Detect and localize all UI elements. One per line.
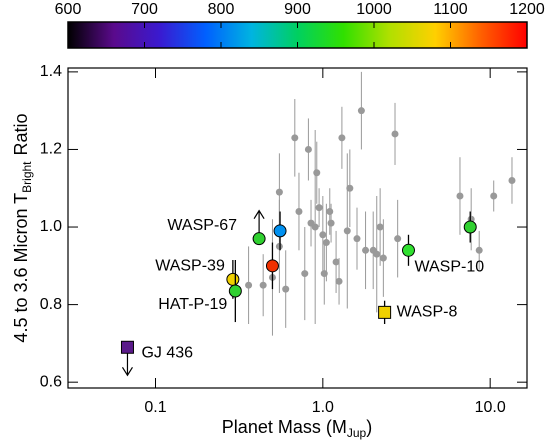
y-label-main: 4.5 to 3.6 Micron T xyxy=(11,193,31,343)
x-label-sub: Jup xyxy=(347,426,367,440)
colorbar-tick-label: 900 xyxy=(284,1,311,18)
planet-point xyxy=(120,340,134,354)
point xyxy=(322,239,330,247)
point xyxy=(353,235,361,243)
planet-point xyxy=(273,224,287,238)
planet-point xyxy=(463,220,477,234)
y-tick-label: 1.2 xyxy=(40,141,62,158)
colorbar-tick-label: 1100 xyxy=(433,1,468,18)
planet-label: WASP-39 xyxy=(155,258,225,275)
planet-point xyxy=(226,272,240,286)
point xyxy=(475,246,483,254)
point xyxy=(301,270,309,278)
x-tick-label: 1.0 xyxy=(312,399,334,416)
point xyxy=(291,134,299,142)
point xyxy=(295,208,303,216)
limit-arrow-head xyxy=(253,209,265,219)
point xyxy=(357,107,365,115)
planet-label: HAT-P-19 xyxy=(158,296,227,313)
point xyxy=(391,130,399,138)
point xyxy=(394,235,402,243)
y-label-sub: Bright xyxy=(20,161,34,193)
point xyxy=(343,227,351,235)
point xyxy=(275,188,283,196)
point xyxy=(326,208,334,216)
point xyxy=(315,204,323,212)
planet-label: WASP-8 xyxy=(397,304,458,321)
point xyxy=(327,219,335,227)
point xyxy=(311,223,319,231)
plot-frame xyxy=(67,67,528,389)
x-tick-label: 0.1 xyxy=(144,399,166,416)
point xyxy=(332,258,340,266)
point xyxy=(275,242,283,250)
point xyxy=(304,145,312,153)
y-label-end: Ratio xyxy=(11,113,31,155)
planet-label: WASP-10 xyxy=(414,259,484,276)
point xyxy=(346,184,354,192)
point xyxy=(335,277,343,285)
point xyxy=(456,192,464,200)
point xyxy=(319,231,327,239)
y-axis-label: 4.5 to 3.6 Micron TBright Ratio xyxy=(11,113,34,342)
x-label-end: ) xyxy=(366,417,372,437)
point xyxy=(313,169,321,177)
colorbar-tick-label: 1000 xyxy=(356,1,392,18)
y-tick-label: 1.4 xyxy=(40,63,62,80)
planet-point xyxy=(401,243,415,257)
colorbar-tick-label: 600 xyxy=(55,1,82,18)
x-label-main: Planet Mass (M xyxy=(222,417,347,437)
x-tick-label: 10.0 xyxy=(475,399,506,416)
y-tick-label: 0.6 xyxy=(40,373,62,390)
limit-arrow-head xyxy=(121,366,133,377)
point xyxy=(376,223,384,231)
point xyxy=(379,254,387,262)
planet-point xyxy=(252,232,266,246)
x-axis-label: Planet Mass (MJup) xyxy=(222,417,372,440)
planet-point xyxy=(228,284,242,298)
planet-point xyxy=(378,305,392,319)
point xyxy=(508,176,516,184)
y-tick-label: 1.0 xyxy=(40,218,62,235)
y-tick-label: 0.8 xyxy=(40,296,62,313)
planet-label: GJ 436 xyxy=(141,344,193,361)
planet-label: WASP-67 xyxy=(167,217,237,234)
colorbar-tick-label: 800 xyxy=(208,1,235,18)
planet-point xyxy=(265,259,279,273)
point xyxy=(282,285,290,293)
point xyxy=(490,192,498,200)
point xyxy=(245,281,253,289)
point xyxy=(259,281,267,289)
colorbar-tick-label: 700 xyxy=(131,1,158,18)
point xyxy=(362,246,370,254)
colorbar-tick-label: 1200 xyxy=(509,1,545,18)
point xyxy=(338,134,346,142)
point xyxy=(373,250,381,258)
